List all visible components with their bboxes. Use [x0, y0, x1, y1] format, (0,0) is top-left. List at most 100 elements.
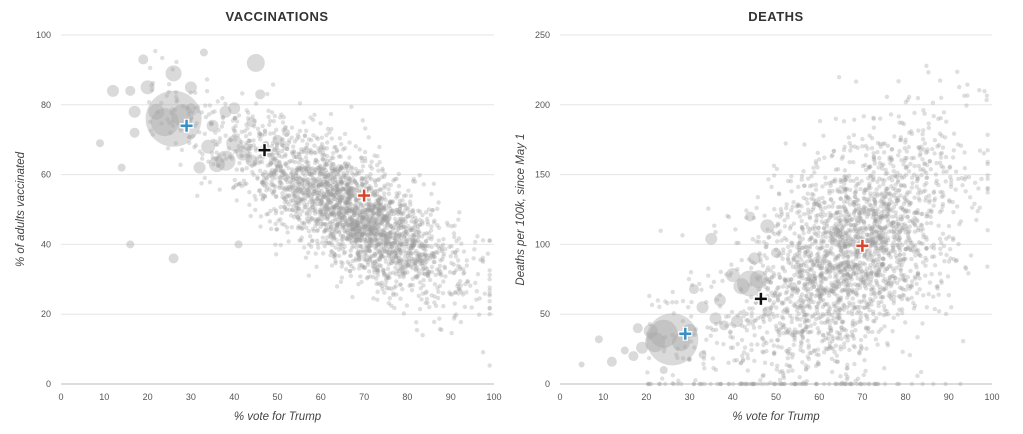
data-point: [786, 369, 791, 374]
data-point: [362, 224, 368, 229]
data-point: [377, 257, 383, 262]
data-point: [209, 121, 215, 126]
data-point: [916, 145, 921, 150]
data-point: [890, 248, 896, 253]
data-point: [386, 286, 392, 291]
data-bubble: [126, 240, 135, 249]
data-point: [318, 179, 323, 184]
data-point: [259, 180, 265, 185]
data-point: [356, 237, 361, 242]
data-point: [232, 116, 238, 121]
data-point: [276, 151, 281, 156]
data-point: [856, 181, 861, 186]
data-point: [688, 270, 694, 275]
data-point: [713, 367, 719, 373]
data-point: [426, 269, 432, 274]
data-point: [352, 179, 357, 184]
data-point: [381, 271, 387, 276]
data-point: [385, 221, 391, 226]
data-point: [789, 189, 794, 194]
data-point: [708, 333, 713, 338]
data-point: [313, 150, 318, 156]
data-point: [355, 236, 361, 241]
data-point: [852, 117, 857, 122]
data-point: [801, 169, 806, 174]
data-point: [487, 285, 492, 290]
data-point: [423, 300, 428, 306]
data-point: [863, 312, 868, 318]
data-point: [817, 293, 822, 299]
data-point: [838, 269, 843, 275]
data-point: [195, 104, 201, 110]
data-point: [303, 128, 309, 133]
data-point: [412, 262, 418, 267]
data-point: [302, 191, 307, 196]
data-point: [243, 134, 249, 139]
data-point: [319, 146, 324, 151]
data-point: [267, 187, 272, 192]
data-point: [366, 217, 371, 222]
data-point: [373, 234, 378, 240]
data-point: [356, 281, 361, 287]
data-point: [363, 215, 368, 220]
data-point: [358, 249, 363, 255]
data-point: [389, 208, 395, 214]
data-point: [233, 124, 238, 129]
data-point: [384, 213, 390, 218]
data-point: [312, 198, 318, 204]
data-point: [364, 174, 370, 179]
data-point: [318, 218, 323, 224]
data-point: [375, 227, 380, 232]
data-point: [308, 147, 313, 153]
data-point: [409, 257, 415, 262]
data-point: [897, 262, 902, 268]
data-point: [360, 215, 365, 221]
data-point: [335, 222, 340, 227]
data-point: [875, 149, 880, 155]
data-point: [364, 238, 369, 244]
data-point: [749, 347, 754, 353]
data-point: [823, 175, 828, 180]
data-point: [775, 337, 780, 343]
data-point: [327, 221, 333, 226]
data-point: [329, 249, 334, 254]
data-point: [368, 236, 373, 241]
data-point: [877, 311, 882, 316]
data-point: [379, 254, 384, 259]
data-point: [337, 200, 343, 206]
data-point: [329, 126, 334, 132]
data-point: [821, 221, 827, 226]
data-point: [368, 239, 374, 244]
data-point: [367, 208, 373, 214]
data-point: [372, 260, 377, 266]
data-point: [358, 235, 363, 240]
data-point: [438, 269, 443, 274]
data-point: [897, 252, 903, 258]
data-point: [252, 159, 258, 165]
data-point: [316, 146, 321, 151]
data-point: [323, 211, 329, 217]
data-point: [424, 231, 429, 236]
data-point: [903, 165, 909, 171]
data-point: [360, 181, 365, 186]
data-point: [380, 228, 386, 233]
data-point: [363, 239, 368, 245]
data-point: [846, 228, 851, 233]
data-point: [854, 381, 860, 387]
data-point: [319, 182, 324, 188]
data-point: [771, 264, 776, 270]
data-point: [209, 122, 214, 127]
data-point: [975, 209, 980, 214]
data-point: [292, 182, 298, 187]
data-point: [385, 222, 390, 228]
data-point: [378, 264, 384, 269]
data-point: [338, 198, 343, 203]
data-point: [299, 169, 304, 174]
data-point: [350, 232, 355, 238]
data-point: [360, 182, 365, 187]
data-point: [260, 123, 265, 129]
data-point: [291, 154, 297, 159]
data-point: [812, 170, 817, 175]
data-point: [647, 293, 652, 299]
data-point: [405, 231, 410, 237]
